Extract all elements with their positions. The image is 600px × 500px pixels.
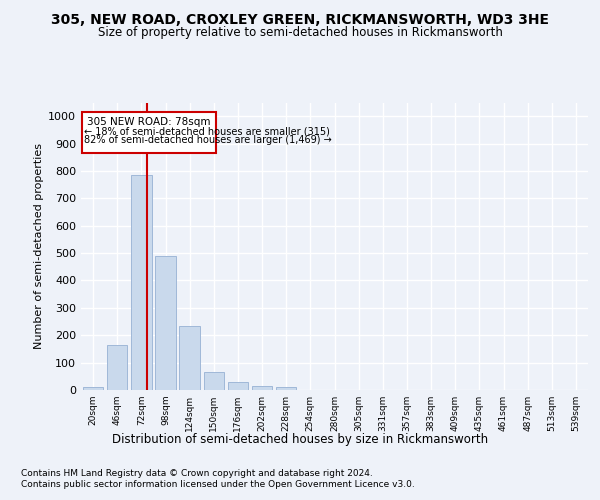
Text: Distribution of semi-detached houses by size in Rickmansworth: Distribution of semi-detached houses by … xyxy=(112,432,488,446)
Text: 305 NEW ROAD: 78sqm: 305 NEW ROAD: 78sqm xyxy=(88,117,211,127)
Bar xyxy=(227,382,248,390)
Bar xyxy=(82,112,216,153)
Bar xyxy=(155,256,176,390)
Bar xyxy=(276,386,296,390)
Text: Contains HM Land Registry data © Crown copyright and database right 2024.: Contains HM Land Registry data © Crown c… xyxy=(21,469,373,478)
Text: Contains public sector information licensed under the Open Government Licence v3: Contains public sector information licen… xyxy=(21,480,415,489)
Text: 305, NEW ROAD, CROXLEY GREEN, RICKMANSWORTH, WD3 3HE: 305, NEW ROAD, CROXLEY GREEN, RICKMANSWO… xyxy=(51,12,549,26)
Bar xyxy=(83,388,103,390)
Text: 82% of semi-detached houses are larger (1,469) →: 82% of semi-detached houses are larger (… xyxy=(84,136,332,145)
Y-axis label: Number of semi-detached properties: Number of semi-detached properties xyxy=(34,143,44,350)
Bar xyxy=(252,386,272,390)
Bar xyxy=(179,326,200,390)
Text: Size of property relative to semi-detached houses in Rickmansworth: Size of property relative to semi-detach… xyxy=(98,26,502,39)
Bar xyxy=(131,175,152,390)
Bar xyxy=(107,345,127,390)
Bar xyxy=(203,372,224,390)
Text: ← 18% of semi-detached houses are smaller (315): ← 18% of semi-detached houses are smalle… xyxy=(84,126,330,136)
